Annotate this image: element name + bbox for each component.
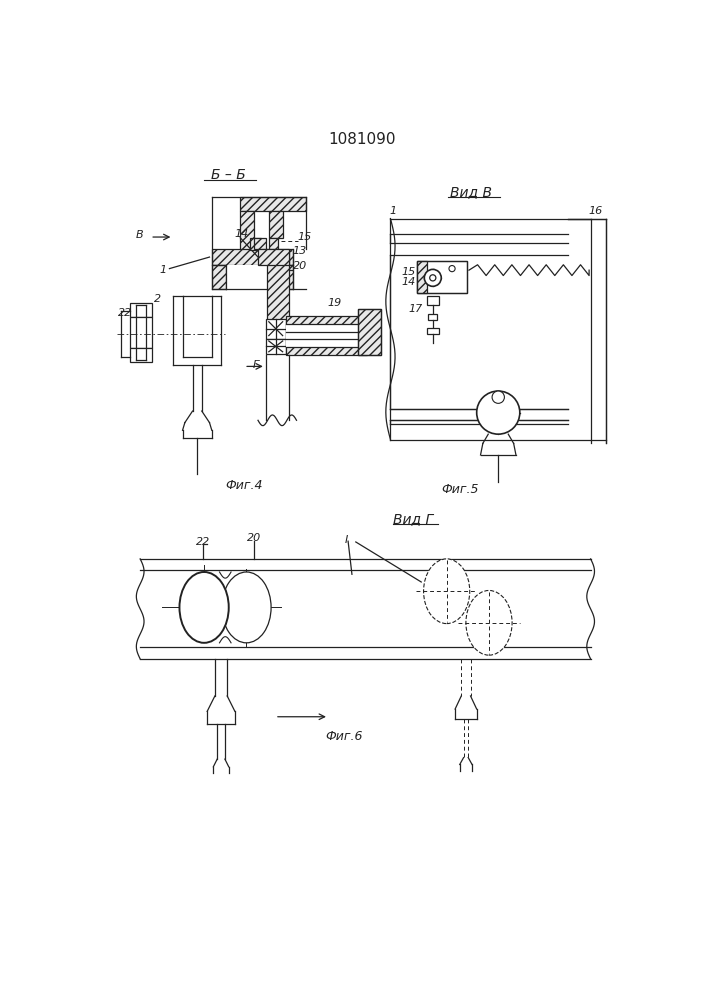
Bar [417, 261, 426, 293]
Bar [130, 348, 152, 362]
Text: 2: 2 [154, 294, 161, 304]
Ellipse shape [222, 572, 271, 643]
Text: Б – Б: Б – Б [211, 168, 246, 182]
Bar [279, 265, 293, 289]
Text: 17: 17 [408, 304, 422, 314]
Text: Фиг.5: Фиг.5 [441, 483, 479, 496]
Bar [286, 324, 366, 347]
Text: Г: Г [252, 360, 259, 370]
Bar [254, 238, 266, 249]
Bar [130, 303, 152, 317]
Bar [286, 316, 366, 355]
Bar [417, 261, 467, 293]
Circle shape [424, 269, 441, 286]
Bar [428, 314, 438, 320]
Text: 20: 20 [293, 261, 307, 271]
Circle shape [449, 266, 455, 272]
Bar [212, 249, 293, 265]
Bar [269, 238, 278, 249]
Bar [240, 211, 254, 257]
Ellipse shape [180, 572, 229, 643]
Ellipse shape [466, 590, 512, 655]
Bar [258, 249, 288, 265]
Bar [426, 328, 439, 334]
Circle shape [477, 391, 520, 434]
Bar [226, 265, 279, 289]
Text: 1081090: 1081090 [328, 132, 396, 147]
Text: 16: 16 [589, 206, 603, 216]
Text: 15: 15 [401, 267, 415, 277]
Bar [266, 319, 286, 339]
Circle shape [430, 275, 436, 281]
Text: Фиг.4: Фиг.4 [226, 479, 263, 492]
Text: 15: 15 [297, 232, 311, 242]
Text: 1: 1 [160, 265, 167, 275]
Bar [358, 309, 381, 355]
Bar [240, 197, 305, 211]
Text: 22: 22 [197, 537, 211, 547]
Text: В: В [136, 231, 144, 240]
Text: 14: 14 [401, 277, 415, 287]
Text: 20: 20 [247, 533, 262, 543]
Bar [417, 261, 467, 293]
Bar [212, 265, 226, 289]
Text: Фиг.6: Фиг.6 [325, 730, 363, 742]
Text: 13: 13 [293, 246, 307, 256]
Bar [426, 296, 439, 305]
Circle shape [492, 391, 504, 403]
Text: 22: 22 [117, 308, 132, 318]
Bar [266, 339, 286, 354]
Bar [269, 211, 283, 238]
Text: I: I [345, 535, 348, 545]
Ellipse shape [423, 559, 469, 624]
Text: 1: 1 [389, 206, 397, 216]
Bar [250, 238, 261, 250]
Text: 19: 19 [328, 298, 342, 308]
Text: Вид Г: Вид Г [393, 512, 433, 526]
Bar [267, 251, 288, 334]
Bar [130, 317, 152, 348]
Text: Вид В: Вид В [450, 185, 492, 199]
Text: 14: 14 [235, 229, 249, 239]
Bar [358, 309, 381, 355]
